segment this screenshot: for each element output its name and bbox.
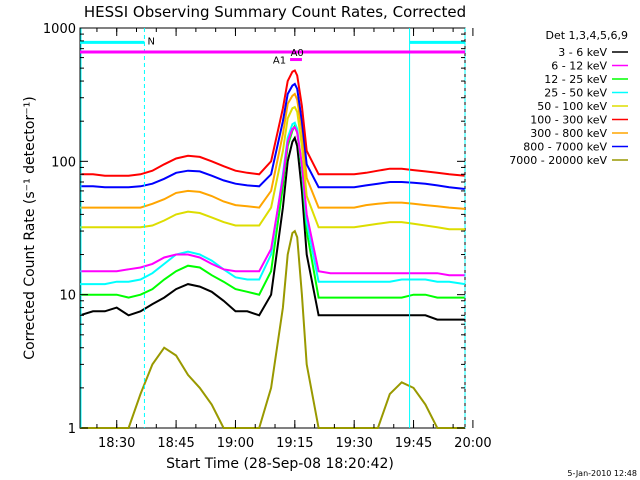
y-tick-label: 100 [51,155,76,170]
legend-entry-label: 7000 - 20000 keV [509,154,607,167]
series-line [80,92,466,210]
series-line [80,125,465,277]
series-line [80,69,466,177]
series-line [80,105,465,231]
series-line [80,229,465,429]
series-line [80,82,466,190]
legend-title: Det 1,3,4,5,6,9 [545,29,628,42]
legend-entry-label: 6 - 12 keV [551,60,607,73]
x-tick-label: 19:15 [276,436,313,451]
night-label: N [147,36,154,47]
y-tick-label: 1000 [43,22,76,37]
legend-entry-label: 100 - 300 keV [530,114,607,127]
x-tick-label: 19:30 [335,436,372,451]
x-tick-label: 20:00 [454,436,491,451]
x-axis-ticks: 18:30 18:45 19:00 19:15 19:30 19:45 20:00 [96,28,492,451]
attenuator-a1-label: A1 [273,56,286,67]
legend-entry-label: 25 - 50 keV [544,87,607,100]
legend-entry-label: 300 - 800 keV [530,127,607,140]
series-layer [79,69,466,429]
y-axis-ticks: 1 10 100 1000 [43,22,465,437]
y-tick-label: 1 [68,422,76,437]
series-line [79,135,465,321]
series-line [80,121,466,286]
y-axis-label: Corrected Count Rate (s⁻¹ detector⁻¹) [22,96,38,359]
legend-entry-label: 800 - 7000 keV [523,141,607,154]
x-tick-label: 19:45 [395,436,432,451]
date-stamp: 5-Jan-2010 12:48 [567,469,637,478]
legend-entry-label: 3 - 6 keV [558,46,607,59]
y-tick-label: 10 [59,289,76,304]
annotation-layer: N A0 A1 [80,28,466,428]
x-tick-label: 18:30 [98,436,135,451]
x-tick-label: 18:45 [157,436,194,451]
chart-title: HESSI Observing Summary Count Rates, Cor… [84,3,466,21]
attenuator-a0-label: A0 [291,48,304,59]
legend-entry-label: 12 - 25 keV [544,73,607,86]
x-tick-label: 19:00 [217,436,254,451]
x-axis-label: Start Time (28-Sep-08 18:20:42) [166,456,394,472]
legend-entry-label: 50 - 100 keV [537,100,607,113]
